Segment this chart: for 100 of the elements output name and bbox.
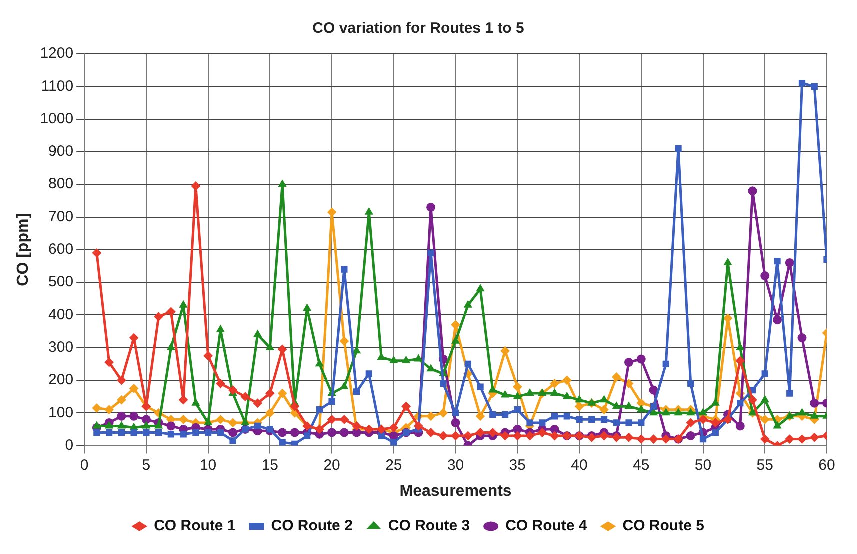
point	[216, 379, 226, 388]
point	[240, 392, 250, 402]
point	[402, 356, 410, 364]
point	[798, 434, 807, 444]
point	[217, 429, 224, 436]
point	[464, 300, 472, 308]
point	[154, 312, 164, 322]
x-tick-label: 40	[571, 456, 588, 474]
point	[550, 432, 560, 441]
point	[353, 388, 360, 396]
point	[662, 360, 670, 368]
point	[427, 364, 435, 372]
point	[328, 428, 337, 438]
x-tick-label: 55	[756, 456, 774, 474]
point	[352, 346, 361, 354]
y-tick-label: 700	[48, 208, 74, 226]
x-tick-label: 20	[324, 456, 340, 474]
point	[366, 370, 372, 378]
point	[786, 412, 794, 419]
point	[290, 428, 300, 438]
point	[340, 428, 349, 438]
point	[514, 392, 522, 400]
point	[786, 390, 794, 397]
point	[562, 376, 572, 385]
point	[811, 83, 818, 90]
x-tick-label: 10	[200, 456, 217, 474]
point	[204, 429, 212, 436]
point	[686, 408, 695, 416]
x-tick-label: 0	[80, 456, 89, 474]
point	[191, 182, 200, 191]
point	[686, 432, 696, 441]
legend-label: CO Route 1	[154, 518, 236, 535]
point	[600, 416, 608, 424]
point	[501, 390, 510, 398]
point	[526, 432, 535, 441]
point	[760, 415, 770, 424]
x-tick-label: 50	[694, 456, 712, 474]
point	[464, 360, 472, 368]
point	[254, 422, 262, 430]
point	[551, 413, 558, 420]
point	[278, 180, 287, 188]
legend-label: CO Route 3	[388, 518, 470, 535]
point	[142, 415, 151, 424]
legend-label: CO Route 4	[506, 518, 588, 535]
point	[513, 424, 522, 434]
point	[340, 382, 348, 390]
point	[488, 386, 497, 393]
point	[266, 343, 274, 350]
point	[700, 436, 707, 443]
x-tick-label: 25	[386, 456, 402, 474]
point	[117, 412, 126, 421]
point	[600, 405, 609, 414]
point	[550, 389, 559, 396]
point	[785, 434, 794, 444]
point	[204, 418, 212, 426]
x-tick-label: 45	[633, 456, 650, 474]
point	[438, 432, 448, 441]
point	[204, 352, 213, 361]
y-tick-label: 400	[48, 306, 74, 324]
point	[636, 354, 646, 364]
point	[575, 402, 584, 412]
point	[452, 336, 460, 344]
point	[104, 358, 114, 368]
point	[279, 439, 286, 446]
point	[278, 389, 288, 398]
y-tick-label: 900	[48, 143, 74, 160]
point	[502, 411, 509, 418]
point	[278, 428, 288, 438]
point	[451, 432, 460, 441]
point	[230, 438, 236, 444]
point	[477, 384, 484, 390]
point	[180, 431, 187, 438]
point	[254, 330, 262, 338]
point	[228, 418, 238, 428]
point	[352, 422, 362, 431]
point	[636, 434, 646, 444]
point	[390, 356, 398, 364]
point	[378, 432, 385, 440]
point	[266, 408, 275, 418]
point	[303, 304, 312, 312]
point	[390, 439, 398, 446]
point	[748, 396, 758, 405]
legend-label: CO Route 5	[622, 518, 704, 535]
point	[192, 398, 200, 406]
point	[674, 408, 682, 416]
point	[166, 307, 176, 316]
point	[675, 145, 682, 152]
point	[624, 433, 634, 442]
point	[179, 415, 188, 424]
point	[266, 389, 275, 398]
point	[92, 248, 102, 258]
point	[389, 423, 398, 432]
point	[662, 408, 670, 416]
point	[414, 422, 424, 431]
point	[328, 208, 337, 217]
point	[798, 80, 806, 87]
point	[402, 402, 411, 412]
point	[736, 422, 745, 431]
x-tick-label: 35	[509, 456, 526, 474]
x-tick-label: 60	[818, 456, 836, 474]
